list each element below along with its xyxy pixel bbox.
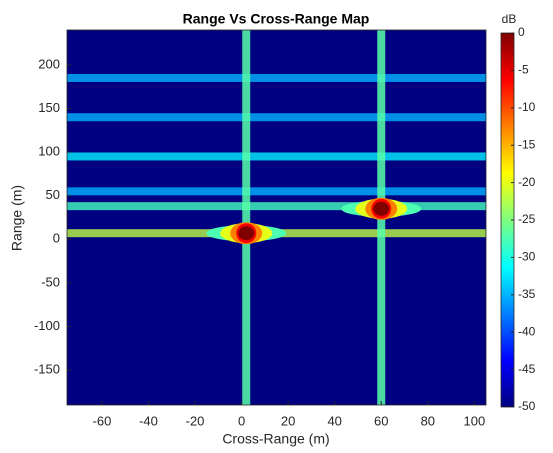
row-streak <box>67 73 486 82</box>
x-tick-label: 100 <box>464 413 486 428</box>
x-axis-label: Cross-Range (m) <box>222 431 329 447</box>
x-tick-label: -20 <box>186 413 205 428</box>
y-tick-label: -100 <box>34 318 60 333</box>
colorbar-tick-label: -20 <box>518 175 536 189</box>
y-tick-label: -50 <box>41 274 60 289</box>
x-tick-label: 0 <box>238 413 245 428</box>
y-axis-label: Range (m) <box>9 185 25 251</box>
column-streak <box>242 30 251 405</box>
colorbar-tick-label: -10 <box>518 100 536 114</box>
y-tick-label: 50 <box>46 187 60 202</box>
colorbar-tick-label: -40 <box>518 324 536 338</box>
x-tick-label: -60 <box>93 413 112 428</box>
row-streak <box>67 152 486 161</box>
heatmap-background <box>67 30 486 405</box>
colorbar-label: dB <box>502 12 517 26</box>
row-streak <box>67 113 486 122</box>
colorbar-tick-label: -50 <box>518 399 536 413</box>
colorbar-tick-label: -25 <box>518 212 536 226</box>
y-tick-label: 150 <box>38 100 60 115</box>
row-streak <box>67 202 486 211</box>
colorbar-tick-label: -45 <box>518 362 536 376</box>
chart-title: Range Vs Cross-Range Map <box>183 11 370 27</box>
peak <box>373 201 390 216</box>
axes-box <box>66 29 487 406</box>
peak <box>238 226 255 241</box>
colorbar-tick-label: 0 <box>518 25 525 39</box>
x-tick-label: 40 <box>327 413 341 428</box>
row-streak <box>67 187 486 196</box>
colorbar-tick-label: -5 <box>518 63 529 77</box>
x-tick-label: 60 <box>374 413 388 428</box>
colorbar-tick-label: -35 <box>518 287 536 301</box>
y-tick-label: 0 <box>53 231 60 246</box>
colorbar-tick-label: -30 <box>518 250 536 264</box>
colorbar-tick-label: -15 <box>518 137 536 151</box>
x-tick-label: -40 <box>139 413 158 428</box>
y-tick-label: -150 <box>34 362 60 377</box>
x-tick-label: 80 <box>421 413 435 428</box>
y-tick-label: 200 <box>38 56 60 71</box>
y-tick-label: 100 <box>38 144 60 159</box>
plot-area <box>67 30 486 405</box>
x-tick-label: 20 <box>281 413 295 428</box>
